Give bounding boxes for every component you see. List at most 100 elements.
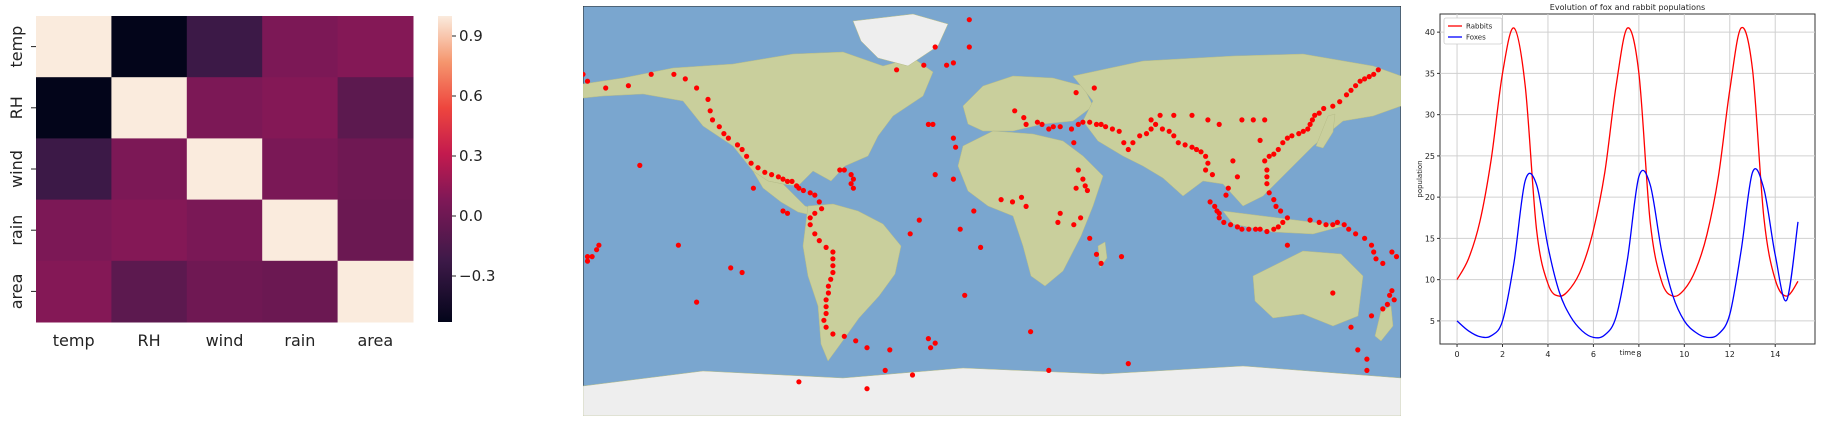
map-point xyxy=(1055,219,1061,225)
map-point xyxy=(1050,124,1056,130)
map-point xyxy=(1280,219,1286,225)
y-tick-label: 25 xyxy=(1425,152,1435,161)
map-point xyxy=(1305,126,1311,132)
map-point xyxy=(1341,222,1347,228)
map-point xyxy=(1098,121,1104,127)
map-point xyxy=(1307,217,1313,223)
map-point xyxy=(1212,203,1218,209)
map-point xyxy=(1046,367,1052,373)
map-point xyxy=(1300,128,1306,134)
map-point xyxy=(1330,222,1336,228)
heatmap-cell xyxy=(36,199,112,262)
map-point xyxy=(1121,140,1127,146)
heatmap-cell xyxy=(186,16,263,78)
map-point xyxy=(823,297,829,303)
map-point xyxy=(930,121,936,127)
colorbar-tick-label: 0.6 xyxy=(459,87,483,105)
map-point xyxy=(830,269,836,276)
map-point xyxy=(1364,367,1370,373)
map-point xyxy=(1153,121,1159,127)
map-point xyxy=(1368,242,1375,248)
map-point xyxy=(1223,192,1229,198)
y-tick-label: wind xyxy=(7,150,26,188)
heatmap-cell xyxy=(337,138,414,201)
map-point xyxy=(823,324,829,330)
map-point xyxy=(728,265,734,271)
map-point xyxy=(1257,226,1263,232)
africa-land xyxy=(957,130,1104,287)
heatmap-cell xyxy=(186,199,263,262)
map-point xyxy=(1362,235,1368,241)
map-point xyxy=(1075,121,1081,127)
map-point xyxy=(841,333,847,339)
legend: Rabbits Foxes xyxy=(1443,17,1503,45)
map-point xyxy=(1125,361,1131,367)
map-point xyxy=(1353,83,1359,89)
x-tick-label: 0 xyxy=(1454,350,1459,359)
map-point xyxy=(1239,226,1245,232)
map-point xyxy=(1087,119,1093,125)
map-point xyxy=(921,62,927,68)
map-point xyxy=(837,167,843,173)
map-point xyxy=(1228,222,1234,228)
japan-land xyxy=(1315,113,1336,149)
colorbar-tick-label: 0.0 xyxy=(459,207,483,225)
map-point xyxy=(1309,117,1315,123)
map-point xyxy=(1087,235,1093,241)
map-point xyxy=(1275,146,1281,153)
map-point xyxy=(850,176,856,182)
heatmap-cell xyxy=(186,77,263,139)
x-tick-label: 14 xyxy=(1770,350,1780,359)
map-point xyxy=(823,304,829,310)
map-point xyxy=(950,60,956,66)
map-point xyxy=(1364,356,1370,362)
series-line-foxes xyxy=(1456,168,1799,339)
map-point xyxy=(819,206,825,212)
map-point xyxy=(584,78,591,84)
map-point xyxy=(1109,126,1115,132)
map-point xyxy=(1266,153,1272,159)
map-point xyxy=(864,386,870,392)
map-point xyxy=(1071,140,1077,146)
map-point xyxy=(909,372,916,378)
map-point xyxy=(1264,174,1270,180)
y-tick-label: area xyxy=(7,274,26,310)
heatmap-cell xyxy=(36,16,112,78)
heatmap-cell xyxy=(36,138,112,201)
map-point xyxy=(1253,226,1259,232)
map-point xyxy=(1205,117,1211,123)
map-point xyxy=(1389,288,1395,294)
map-point xyxy=(1348,324,1354,330)
map-point xyxy=(944,62,950,68)
x-tick-label: RH xyxy=(138,331,161,350)
map-point xyxy=(925,121,931,127)
map-point xyxy=(1362,76,1368,82)
map-point xyxy=(1278,208,1284,214)
map-point xyxy=(864,345,870,351)
map-point xyxy=(1234,174,1240,180)
map-point xyxy=(780,208,786,214)
map-point xyxy=(694,85,700,91)
map-point xyxy=(882,367,888,373)
map-point xyxy=(957,226,963,232)
heatmap-cell xyxy=(262,77,339,139)
map-point xyxy=(853,338,859,344)
map-point xyxy=(734,142,741,148)
map-point xyxy=(1334,219,1340,225)
map-point xyxy=(1289,133,1295,139)
heatmap-cell xyxy=(186,138,263,201)
map-point xyxy=(830,263,836,269)
map-point xyxy=(584,258,591,264)
map-point xyxy=(1216,215,1222,221)
heatmap-cell xyxy=(262,16,339,78)
map-point xyxy=(1371,249,1377,255)
greenland-land xyxy=(852,13,949,67)
map-point xyxy=(1391,297,1397,303)
map-point xyxy=(1189,144,1195,150)
map-point xyxy=(1239,117,1245,123)
earthquake-points xyxy=(580,17,1400,392)
heatmap-cell xyxy=(262,260,339,323)
north-america-land xyxy=(582,51,934,187)
map-point xyxy=(1316,219,1322,225)
heatmap-cell xyxy=(111,138,188,201)
